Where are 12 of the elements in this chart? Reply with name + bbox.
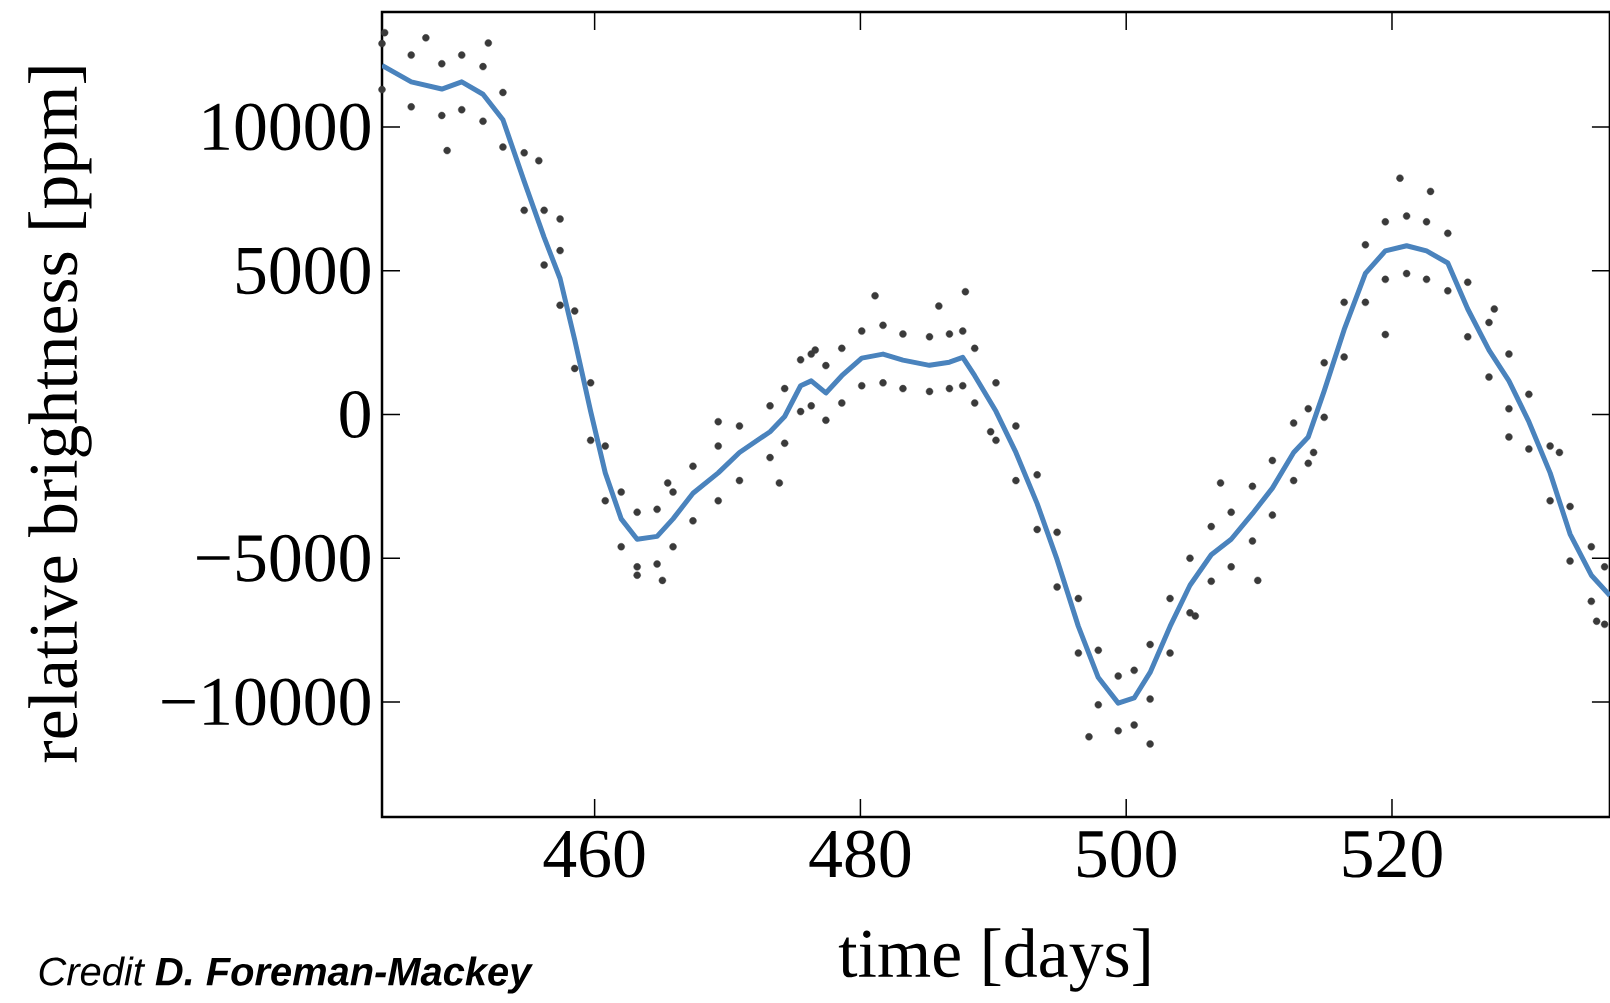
y-tick-label: 10000 xyxy=(204,103,370,151)
y-tick-label: −5000 xyxy=(197,534,370,582)
y-tick-label: 5000 xyxy=(237,247,370,295)
x-tick-label: 460 xyxy=(543,830,645,878)
x-tick-label: 480 xyxy=(809,830,911,878)
x-axis-title: time [days] xyxy=(838,928,1149,992)
y-tick-label: −10000 xyxy=(162,678,370,726)
x-tick-label: 520 xyxy=(1343,830,1442,878)
x-tick-label: 500 xyxy=(1077,830,1176,878)
y-tick-label: 0 xyxy=(340,390,370,439)
y-axis-title: relative brightness [ppm] xyxy=(28,67,92,763)
text: Credit D. Foreman-Mackey xyxy=(39,956,533,994)
